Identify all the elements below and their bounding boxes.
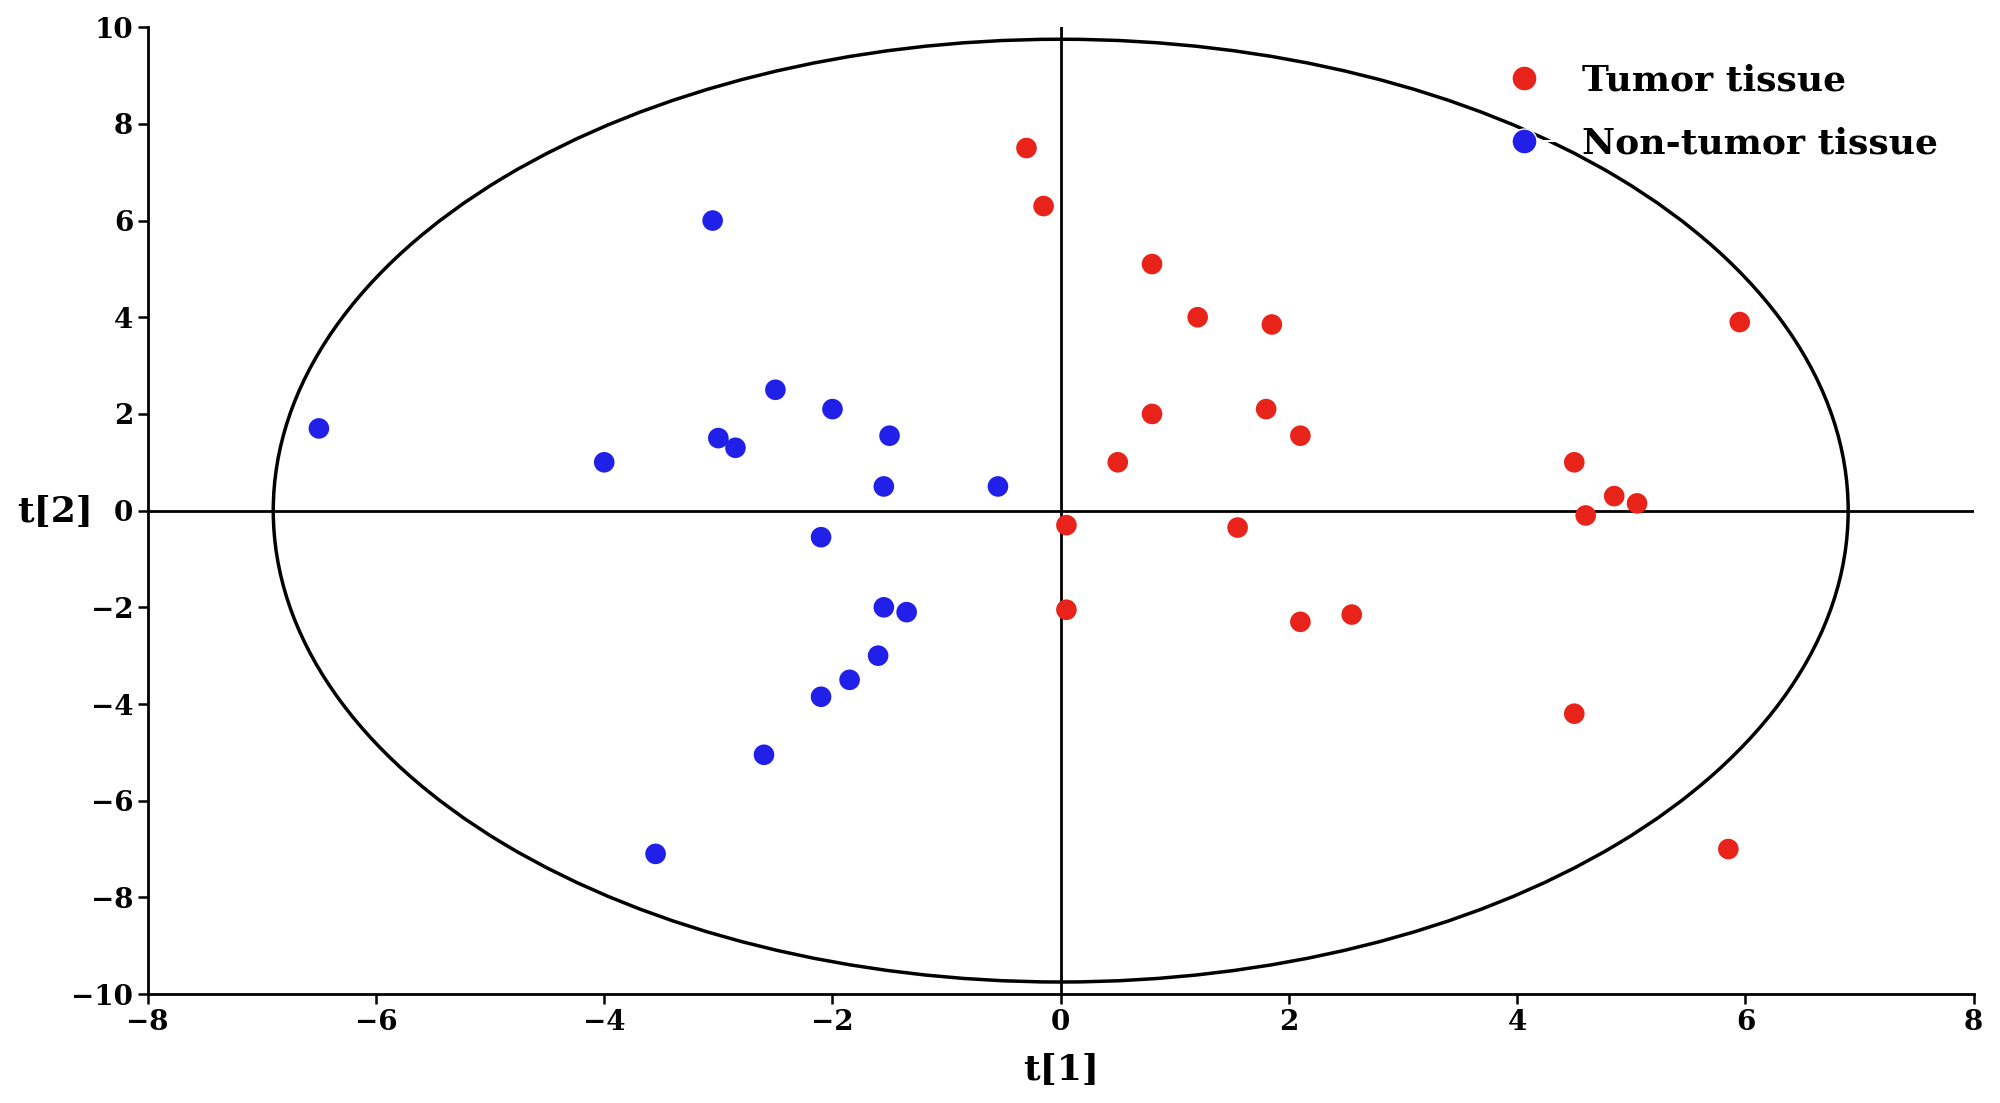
Point <box>1558 453 1590 471</box>
Point <box>890 603 922 621</box>
Point <box>1102 453 1134 471</box>
Point <box>1558 705 1590 722</box>
Point <box>1598 488 1630 505</box>
Point <box>302 419 334 437</box>
Point <box>1222 518 1254 536</box>
Point <box>1136 405 1168 422</box>
Point <box>1724 313 1756 331</box>
Point <box>806 528 838 546</box>
Point <box>696 212 728 229</box>
Point <box>1336 606 1368 623</box>
Point <box>720 439 752 457</box>
Point <box>1250 400 1282 418</box>
Point <box>1622 494 1654 512</box>
Point <box>640 845 672 863</box>
Point <box>1284 613 1316 631</box>
Point <box>862 646 894 664</box>
Point <box>760 381 792 398</box>
Point <box>806 688 838 706</box>
Point <box>834 671 866 688</box>
Point <box>1182 309 1214 326</box>
Point <box>1712 840 1744 858</box>
Point <box>1010 139 1042 157</box>
Point <box>1050 601 1082 619</box>
Legend: Tumor tissue, Non-tumor tissue: Tumor tissue, Non-tumor tissue <box>1470 45 1956 179</box>
Point <box>868 599 900 617</box>
Point <box>1256 315 1288 333</box>
Point <box>1050 516 1082 534</box>
Point <box>874 427 906 445</box>
X-axis label: t[1]: t[1] <box>1022 1052 1098 1086</box>
Point <box>1028 197 1060 215</box>
Point <box>816 400 848 418</box>
Point <box>702 429 734 447</box>
Point <box>982 478 1014 495</box>
Point <box>868 478 900 495</box>
Point <box>1284 427 1316 445</box>
Point <box>1570 506 1602 524</box>
Point <box>1136 255 1168 272</box>
Point <box>588 453 620 471</box>
Point <box>748 746 780 763</box>
Y-axis label: t[2]: t[2] <box>16 494 92 527</box>
